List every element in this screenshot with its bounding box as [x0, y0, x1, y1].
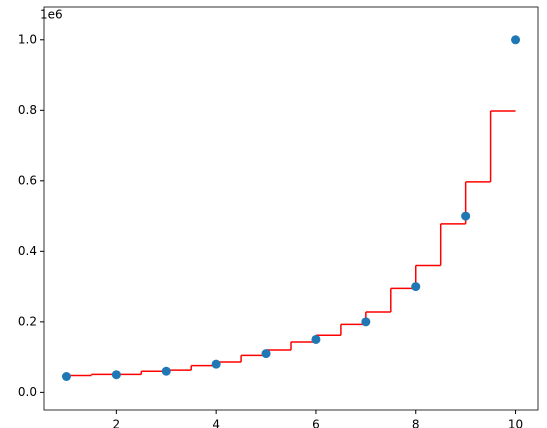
point: [211, 359, 221, 369]
point: [161, 366, 171, 376]
x-tick-label: 4: [212, 418, 220, 428]
y-tick-label: 0.2: [18, 314, 37, 328]
x-tick-label: 6: [312, 418, 320, 428]
y-tick-label: 0.4: [18, 244, 37, 258]
point: [111, 370, 121, 380]
plot-frame: [43, 6, 539, 411]
point: [311, 334, 321, 344]
point: [361, 317, 371, 327]
y-tick-label: 1.0: [18, 32, 37, 46]
point: [411, 282, 421, 292]
y-tick-label: 0.8: [18, 103, 37, 117]
point: [261, 349, 271, 359]
y-tick-label: 0.0: [18, 385, 37, 399]
x-tick-label: 2: [113, 418, 121, 428]
point: [511, 35, 521, 45]
point: [461, 211, 471, 221]
point: [61, 372, 71, 382]
x-tick-label: 10: [508, 418, 523, 428]
x-tick-label: 8: [412, 418, 420, 428]
y-tick-label: 0.6: [18, 173, 37, 187]
y-offset-label: 1e6: [40, 8, 63, 22]
